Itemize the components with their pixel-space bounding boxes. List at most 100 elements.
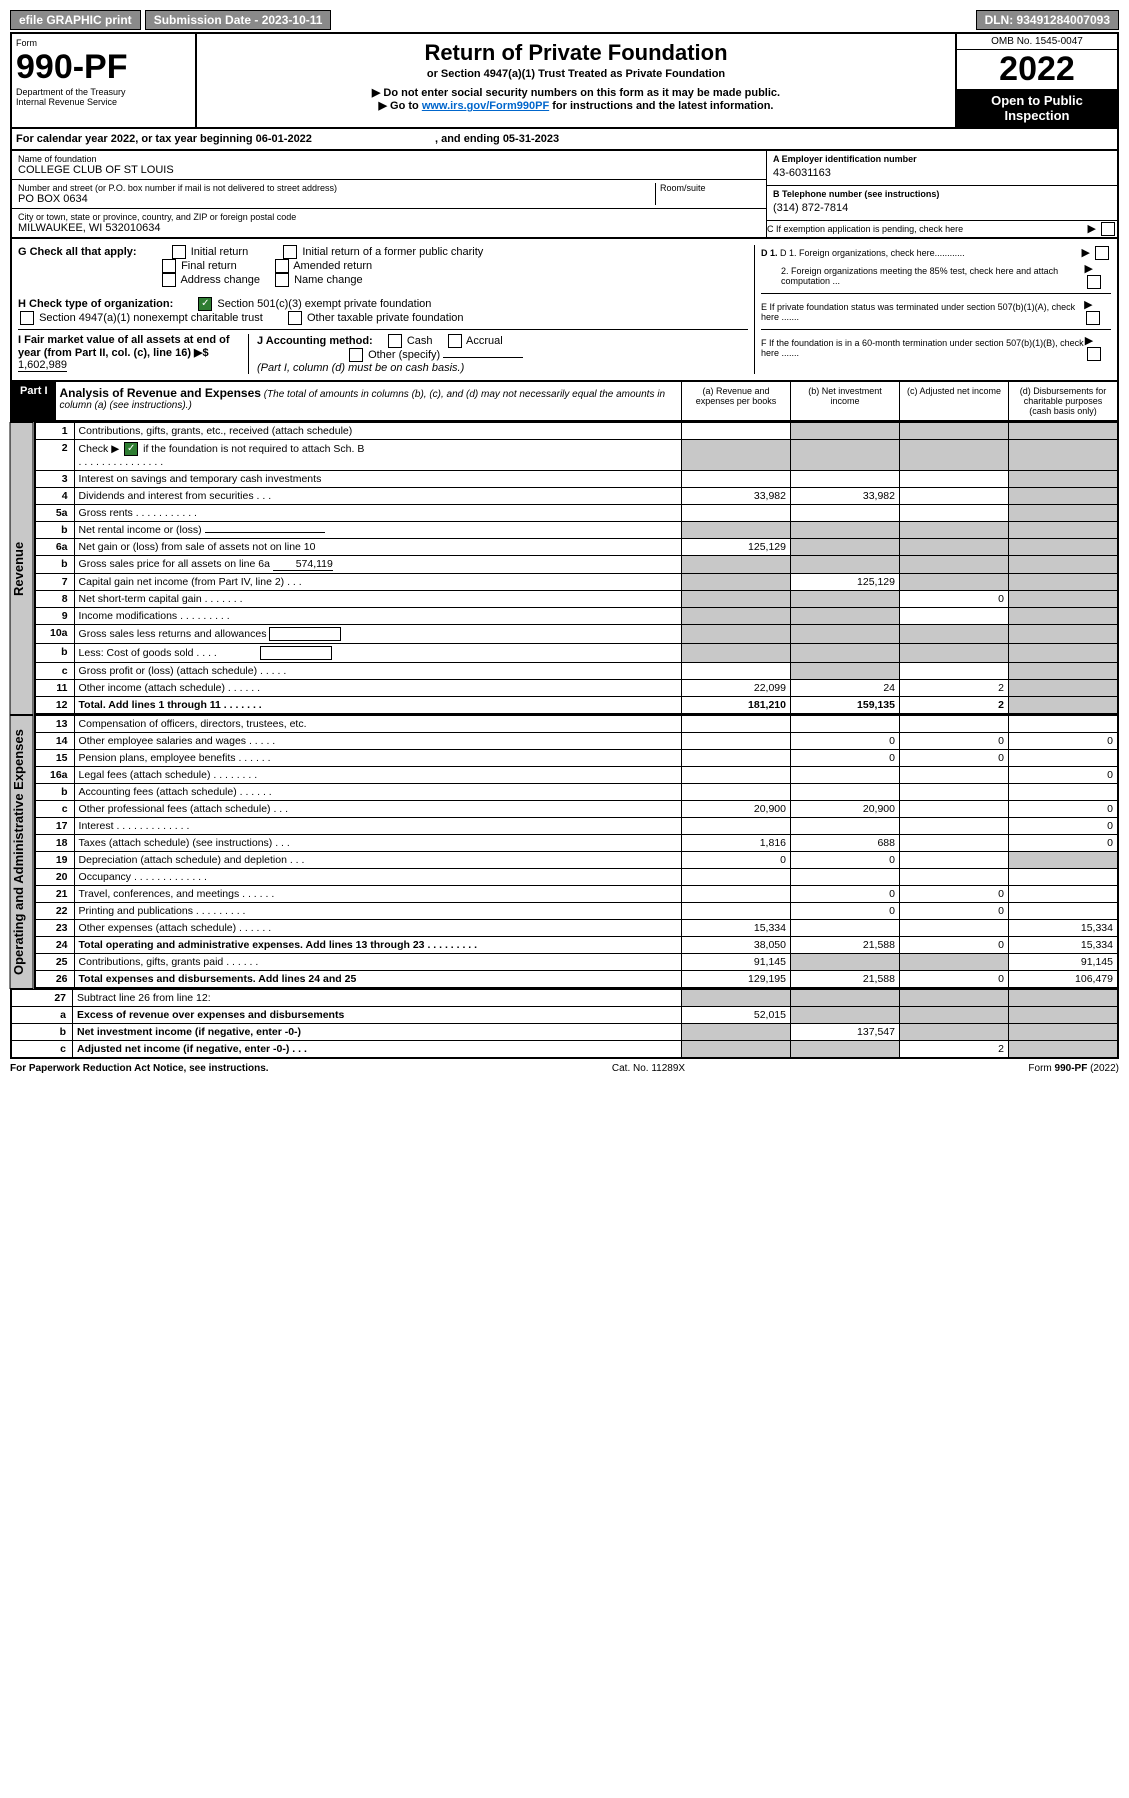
j-note: (Part I, column (d) must be on cash basi… xyxy=(257,362,464,374)
form-title: Return of Private Foundation xyxy=(205,40,947,66)
table-row: 18Taxes (attach schedule) (see instructi… xyxy=(35,835,1118,852)
e-label: E If private foundation status was termi… xyxy=(761,302,1084,322)
exemption-checkbox[interactable] xyxy=(1101,222,1115,236)
footer-mid: Cat. No. 11289X xyxy=(612,1063,685,1074)
ein-label: A Employer identification number xyxy=(773,154,1111,164)
addr-label: Number and street (or P.O. box number if… xyxy=(18,183,655,193)
table-row: 20Occupancy . . . . . . . . . . . . . xyxy=(35,869,1118,886)
form-subtitle: or Section 4947(a)(1) Trust Treated as P… xyxy=(205,68,947,80)
table-row: 25Contributions, gifts, grants paid . . … xyxy=(35,954,1118,971)
other-taxable-checkbox[interactable] xyxy=(288,311,302,325)
table-row: cAdjusted net income (if negative, enter… xyxy=(11,1041,1118,1059)
col-a-header: (a) Revenue and expenses per books xyxy=(681,382,790,420)
table-row: cOther professional fees (attach schedul… xyxy=(35,801,1118,818)
f-label: F If the foundation is in a 60-month ter… xyxy=(761,338,1085,358)
table-row: 13Compensation of officers, directors, t… xyxy=(35,716,1118,733)
table-row: 24Total operating and administrative exp… xyxy=(35,937,1118,954)
table-row: 14Other employee salaries and wages . . … xyxy=(35,733,1118,750)
table-row: 5aGross rents . . . . . . . . . . . xyxy=(35,505,1118,522)
name-label: Name of foundation xyxy=(18,154,760,164)
table-row: 6aNet gain or (loss) from sale of assets… xyxy=(35,539,1118,556)
4947-checkbox[interactable] xyxy=(20,311,34,325)
inspection-label: Open to Public Inspection xyxy=(957,89,1117,127)
table-row: 23Other expenses (attach schedule) . . .… xyxy=(35,920,1118,937)
501c3-checkbox[interactable] xyxy=(198,297,212,311)
d2-label: 2. Foreign organizations meeting the 85%… xyxy=(761,266,1085,286)
table-row: aExcess of revenue over expenses and dis… xyxy=(11,1007,1118,1024)
g-label: G Check all that apply: xyxy=(18,246,137,258)
table-row: bGross sales price for all assets on lin… xyxy=(35,556,1118,574)
efile-button[interactable]: efile GRAPHIC print xyxy=(10,10,141,30)
fmv-value: 1,602,989 xyxy=(18,359,67,372)
table-row: 26Total expenses and disbursements. Add … xyxy=(35,971,1118,989)
form-left: Form 990-PF Department of the Treasury I… xyxy=(12,34,197,127)
schb-checkbox[interactable] xyxy=(124,442,138,456)
addr-value: PO BOX 0634 xyxy=(18,193,655,205)
top-bar: efile GRAPHIC print Submission Date - 20… xyxy=(10,10,1119,30)
table-row: 21Travel, conferences, and meetings . . … xyxy=(35,886,1118,903)
accrual-checkbox[interactable] xyxy=(448,334,462,348)
amended-return-checkbox[interactable] xyxy=(275,259,289,273)
table-row: 10aGross sales less returns and allowanc… xyxy=(35,625,1118,644)
form-center: Return of Private Foundation or Section … xyxy=(197,34,955,127)
60month-checkbox[interactable] xyxy=(1087,347,1101,361)
city-value: MILWAUKEE, WI 532010634 xyxy=(18,222,760,234)
table-row: 3Interest on savings and temporary cash … xyxy=(35,471,1118,488)
col-b-header: (b) Net investment income xyxy=(790,382,899,420)
j-label: J Accounting method: xyxy=(257,335,373,347)
initial-former-checkbox[interactable] xyxy=(283,245,297,259)
other-method-checkbox[interactable] xyxy=(349,348,363,362)
part1-label: Part I xyxy=(12,382,56,420)
table-row: 8Net short-term capital gain . . . . . .… xyxy=(35,591,1118,608)
h-label: H Check type of organization: xyxy=(18,298,173,310)
footer-left: For Paperwork Reduction Act Notice, see … xyxy=(10,1063,269,1074)
dept-label: Department of the Treasury xyxy=(16,87,191,97)
table-row: 11Other income (attach schedule) . . . .… xyxy=(35,680,1118,697)
table-row: bLess: Cost of goods sold . . . . xyxy=(35,644,1118,663)
address-change-checkbox[interactable] xyxy=(162,273,176,287)
cash-checkbox[interactable] xyxy=(388,334,402,348)
room-label: Room/suite xyxy=(660,183,760,193)
table-row: 19Depreciation (attach schedule) and dep… xyxy=(35,852,1118,869)
table-row: cGross profit or (loss) (attach schedule… xyxy=(35,663,1118,680)
initial-return-checkbox[interactable] xyxy=(172,245,186,259)
footer-right: Form 990-PF (2022) xyxy=(1028,1063,1119,1074)
table-row: bAccounting fees (attach schedule) . . .… xyxy=(35,784,1118,801)
85pct-checkbox[interactable] xyxy=(1087,275,1101,289)
table-row: 22Printing and publications . . . . . . … xyxy=(35,903,1118,920)
d1-label: D 1. D 1. Foreign organizations, check h… xyxy=(761,248,965,258)
exemption-label: C If exemption application is pending, c… xyxy=(767,224,963,234)
irs-label: Internal Revenue Service xyxy=(16,97,191,107)
part1-header-row: Part I Analysis of Revenue and Expenses … xyxy=(10,382,1119,422)
ein-value: 43-6031163 xyxy=(773,164,1111,182)
omb-label: OMB No. 1545-0047 xyxy=(957,34,1117,50)
phone-value: (314) 872-7814 xyxy=(773,199,1111,217)
table-row: 15Pension plans, employee benefits . . .… xyxy=(35,750,1118,767)
submission-date: Submission Date - 2023-10-11 xyxy=(145,10,332,30)
phone-label: B Telephone number (see instructions) xyxy=(773,189,1111,199)
table-row: 7Capital gain net income (from Part IV, … xyxy=(35,574,1118,591)
tax-year: 2022 xyxy=(957,50,1117,89)
form-note2: ▶ Go to www.irs.gov/Form990PF for instru… xyxy=(205,99,947,112)
checks-section: G Check all that apply: Initial return I… xyxy=(10,239,1119,382)
expenses-table: 13Compensation of officers, directors, t… xyxy=(34,715,1119,989)
calendar-year-row: For calendar year 2022, or tax year begi… xyxy=(10,129,1119,151)
table-row: bNet investment income (if negative, ent… xyxy=(11,1024,1118,1041)
name-change-checkbox[interactable] xyxy=(275,273,289,287)
revenue-table: 1Contributions, gifts, grants, etc., rec… xyxy=(34,422,1119,715)
city-label: City or town, state or province, country… xyxy=(18,212,760,222)
form990pf-link[interactable]: www.irs.gov/Form990PF xyxy=(422,100,549,112)
foreign-org-checkbox[interactable] xyxy=(1095,246,1109,260)
table-row: 16aLegal fees (attach schedule) . . . . … xyxy=(35,767,1118,784)
form-label: Form xyxy=(16,38,191,48)
expenses-sidebar: Operating and Administrative Expenses xyxy=(10,715,34,989)
foundation-name: COLLEGE CLUB OF ST LOUIS xyxy=(18,164,760,176)
col-c-header: (c) Adjusted net income xyxy=(899,382,1008,420)
form-header: Form 990-PF Department of the Treasury I… xyxy=(10,32,1119,129)
final-return-checkbox[interactable] xyxy=(162,259,176,273)
table-row: 2Check ▶ if the foundation is not requir… xyxy=(35,440,1118,471)
form-right: OMB No. 1545-0047 2022 Open to Public In… xyxy=(955,34,1117,127)
summary-table: 27Subtract line 26 from line 12: aExcess… xyxy=(10,989,1119,1059)
table-row: bNet rental income or (loss) xyxy=(35,522,1118,539)
status-terminated-checkbox[interactable] xyxy=(1086,311,1100,325)
